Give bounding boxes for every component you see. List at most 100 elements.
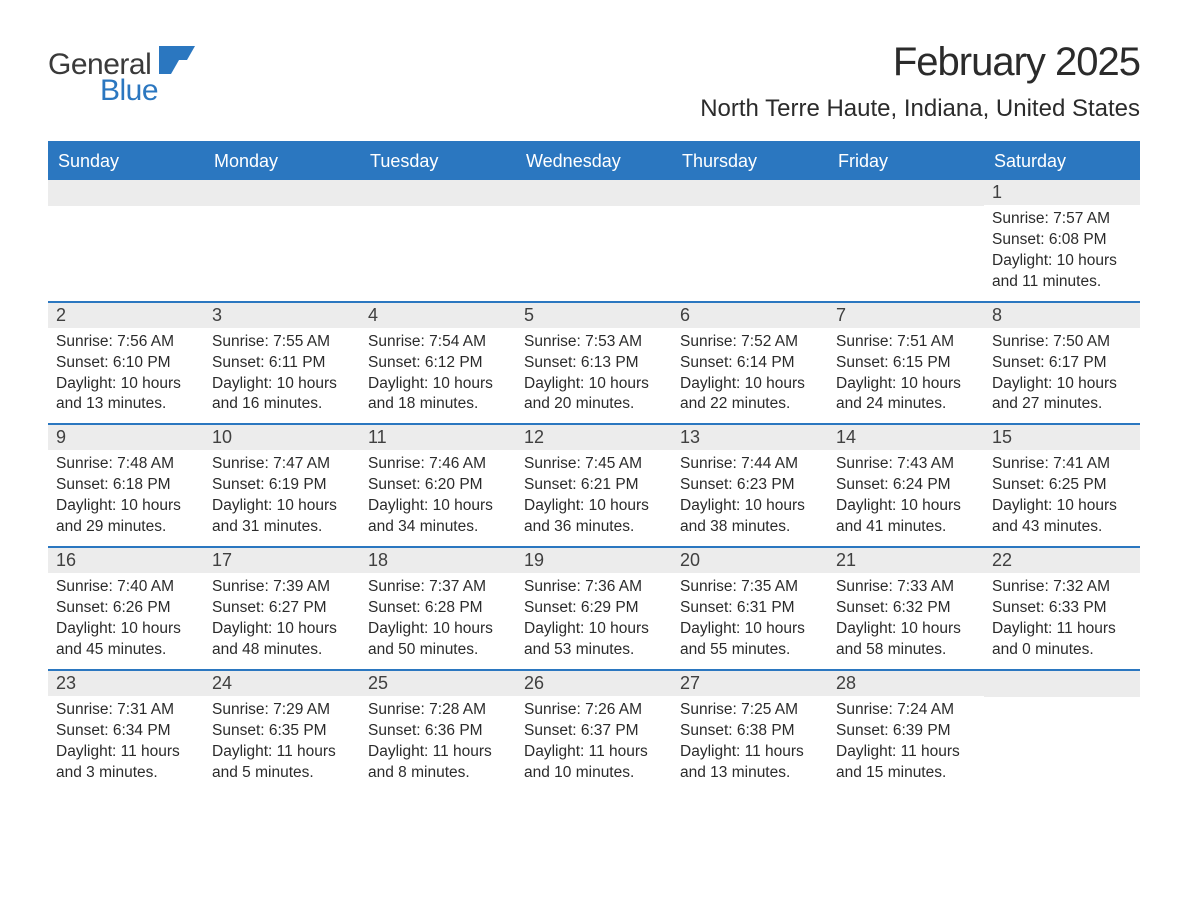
sunset-text: Sunset: 6:37 PM xyxy=(524,721,664,742)
day-number xyxy=(828,180,984,206)
daylight-text: Daylight: 10 hours and 29 minutes. xyxy=(56,496,196,538)
day-content: Sunrise: 7:52 AMSunset: 6:14 PMDaylight:… xyxy=(672,328,828,424)
day-content: Sunrise: 7:24 AMSunset: 6:39 PMDaylight:… xyxy=(828,696,984,792)
daylight-text: Daylight: 10 hours and 18 minutes. xyxy=(368,374,508,416)
calendar-day: 22Sunrise: 7:32 AMSunset: 6:33 PMDayligh… xyxy=(984,548,1140,669)
day-content xyxy=(204,206,360,218)
logo: General Blue xyxy=(48,40,195,108)
daylight-text: Daylight: 10 hours and 50 minutes. xyxy=(368,619,508,661)
day-number: 6 xyxy=(672,303,828,328)
day-content: Sunrise: 7:25 AMSunset: 6:38 PMDaylight:… xyxy=(672,696,828,792)
sunrise-text: Sunrise: 7:44 AM xyxy=(680,454,820,475)
day-number: 9 xyxy=(48,425,204,450)
daylight-text: Daylight: 10 hours and 45 minutes. xyxy=(56,619,196,661)
sunrise-text: Sunrise: 7:41 AM xyxy=(992,454,1132,475)
day-number: 27 xyxy=(672,671,828,696)
calendar-week: 9Sunrise: 7:48 AMSunset: 6:18 PMDaylight… xyxy=(48,423,1140,546)
calendar-week: 2Sunrise: 7:56 AMSunset: 6:10 PMDaylight… xyxy=(48,301,1140,424)
day-content xyxy=(48,206,204,218)
daylight-text: Daylight: 10 hours and 11 minutes. xyxy=(992,251,1132,293)
day-content: Sunrise: 7:40 AMSunset: 6:26 PMDaylight:… xyxy=(48,573,204,669)
sunrise-text: Sunrise: 7:50 AM xyxy=(992,332,1132,353)
sunset-text: Sunset: 6:34 PM xyxy=(56,721,196,742)
sunrise-text: Sunrise: 7:43 AM xyxy=(836,454,976,475)
sunset-text: Sunset: 6:08 PM xyxy=(992,230,1132,251)
daylight-text: Daylight: 10 hours and 13 minutes. xyxy=(56,374,196,416)
calendar-day: 19Sunrise: 7:36 AMSunset: 6:29 PMDayligh… xyxy=(516,548,672,669)
calendar-empty-cell xyxy=(516,180,672,301)
day-number: 21 xyxy=(828,548,984,573)
day-content xyxy=(360,206,516,218)
sunset-text: Sunset: 6:26 PM xyxy=(56,598,196,619)
day-header: Saturday xyxy=(984,143,1140,180)
day-number: 25 xyxy=(360,671,516,696)
calendar-day: 9Sunrise: 7:48 AMSunset: 6:18 PMDaylight… xyxy=(48,425,204,546)
sunset-text: Sunset: 6:13 PM xyxy=(524,353,664,374)
calendar-day: 8Sunrise: 7:50 AMSunset: 6:17 PMDaylight… xyxy=(984,303,1140,424)
sunset-text: Sunset: 6:27 PM xyxy=(212,598,352,619)
day-content: Sunrise: 7:48 AMSunset: 6:18 PMDaylight:… xyxy=(48,450,204,546)
day-content: Sunrise: 7:53 AMSunset: 6:13 PMDaylight:… xyxy=(516,328,672,424)
title-block: February 2025 North Terre Haute, Indiana… xyxy=(700,40,1140,123)
sunrise-text: Sunrise: 7:32 AM xyxy=(992,577,1132,598)
sunset-text: Sunset: 6:25 PM xyxy=(992,475,1132,496)
sunset-text: Sunset: 6:31 PM xyxy=(680,598,820,619)
daylight-text: Daylight: 10 hours and 48 minutes. xyxy=(212,619,352,661)
daylight-text: Daylight: 10 hours and 41 minutes. xyxy=(836,496,976,538)
sunrise-text: Sunrise: 7:51 AM xyxy=(836,332,976,353)
sunrise-text: Sunrise: 7:36 AM xyxy=(524,577,664,598)
day-number: 7 xyxy=(828,303,984,328)
day-content: Sunrise: 7:26 AMSunset: 6:37 PMDaylight:… xyxy=(516,696,672,792)
sunrise-text: Sunrise: 7:48 AM xyxy=(56,454,196,475)
day-number: 28 xyxy=(828,671,984,696)
logo-blue: Blue xyxy=(100,74,195,108)
day-number: 12 xyxy=(516,425,672,450)
calendar-header-row: SundayMondayTuesdayWednesdayThursdayFrid… xyxy=(48,143,1140,180)
sunrise-text: Sunrise: 7:46 AM xyxy=(368,454,508,475)
calendar-day: 14Sunrise: 7:43 AMSunset: 6:24 PMDayligh… xyxy=(828,425,984,546)
sunrise-text: Sunrise: 7:57 AM xyxy=(992,209,1132,230)
day-content: Sunrise: 7:33 AMSunset: 6:32 PMDaylight:… xyxy=(828,573,984,669)
day-header: Tuesday xyxy=(360,143,516,180)
daylight-text: Daylight: 10 hours and 16 minutes. xyxy=(212,374,352,416)
day-content: Sunrise: 7:51 AMSunset: 6:15 PMDaylight:… xyxy=(828,328,984,424)
day-content: Sunrise: 7:35 AMSunset: 6:31 PMDaylight:… xyxy=(672,573,828,669)
day-content: Sunrise: 7:56 AMSunset: 6:10 PMDaylight:… xyxy=(48,328,204,424)
sunset-text: Sunset: 6:36 PM xyxy=(368,721,508,742)
day-number: 26 xyxy=(516,671,672,696)
day-number: 4 xyxy=(360,303,516,328)
sunset-text: Sunset: 6:35 PM xyxy=(212,721,352,742)
sunrise-text: Sunrise: 7:26 AM xyxy=(524,700,664,721)
calendar-day: 18Sunrise: 7:37 AMSunset: 6:28 PMDayligh… xyxy=(360,548,516,669)
calendar-body: 1Sunrise: 7:57 AMSunset: 6:08 PMDaylight… xyxy=(48,180,1140,791)
daylight-text: Daylight: 10 hours and 55 minutes. xyxy=(680,619,820,661)
calendar-day: 12Sunrise: 7:45 AMSunset: 6:21 PMDayligh… xyxy=(516,425,672,546)
day-number: 23 xyxy=(48,671,204,696)
sunrise-text: Sunrise: 7:55 AM xyxy=(212,332,352,353)
day-number: 22 xyxy=(984,548,1140,573)
sunrise-text: Sunrise: 7:25 AM xyxy=(680,700,820,721)
day-header: Sunday xyxy=(48,143,204,180)
calendar-day: 27Sunrise: 7:25 AMSunset: 6:38 PMDayligh… xyxy=(672,671,828,792)
calendar-day: 13Sunrise: 7:44 AMSunset: 6:23 PMDayligh… xyxy=(672,425,828,546)
daylight-text: Daylight: 11 hours and 13 minutes. xyxy=(680,742,820,784)
calendar-empty-cell xyxy=(360,180,516,301)
calendar-day: 4Sunrise: 7:54 AMSunset: 6:12 PMDaylight… xyxy=(360,303,516,424)
sunset-text: Sunset: 6:29 PM xyxy=(524,598,664,619)
sunset-text: Sunset: 6:10 PM xyxy=(56,353,196,374)
sunrise-text: Sunrise: 7:35 AM xyxy=(680,577,820,598)
sunset-text: Sunset: 6:28 PM xyxy=(368,598,508,619)
calendar-day: 7Sunrise: 7:51 AMSunset: 6:15 PMDaylight… xyxy=(828,303,984,424)
sunset-text: Sunset: 6:23 PM xyxy=(680,475,820,496)
day-content: Sunrise: 7:57 AMSunset: 6:08 PMDaylight:… xyxy=(984,205,1140,301)
sunset-text: Sunset: 6:21 PM xyxy=(524,475,664,496)
sunset-text: Sunset: 6:38 PM xyxy=(680,721,820,742)
day-number: 13 xyxy=(672,425,828,450)
sunset-text: Sunset: 6:33 PM xyxy=(992,598,1132,619)
day-header: Wednesday xyxy=(516,143,672,180)
calendar-day: 10Sunrise: 7:47 AMSunset: 6:19 PMDayligh… xyxy=(204,425,360,546)
sunrise-text: Sunrise: 7:54 AM xyxy=(368,332,508,353)
day-content xyxy=(828,206,984,218)
sunset-text: Sunset: 6:24 PM xyxy=(836,475,976,496)
calendar-day: 6Sunrise: 7:52 AMSunset: 6:14 PMDaylight… xyxy=(672,303,828,424)
